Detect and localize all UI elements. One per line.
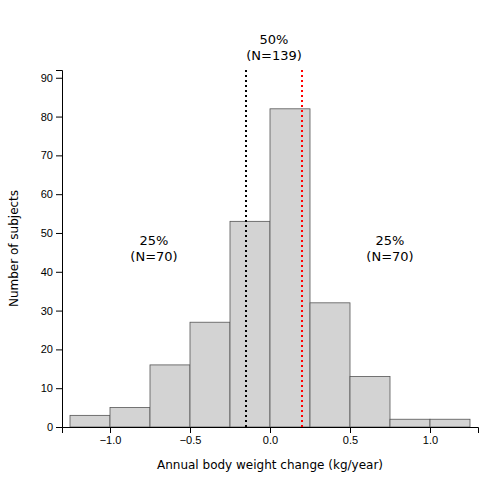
y-tick-label: 10 [41, 382, 53, 394]
x-tick-label: 1.0 [423, 434, 438, 446]
y-axis-title: Number of subjects [7, 190, 21, 307]
y-tick-label: 40 [41, 266, 53, 278]
y-tick-mark [56, 233, 62, 234]
annotation-line: 25% [376, 233, 405, 248]
annotation: 50%(N=139) [246, 32, 302, 63]
y-axis: 0 10 20 30 40 50 60 70 80 90 [41, 71, 63, 434]
y-tick-label: 50 [41, 227, 53, 239]
bar [150, 365, 190, 427]
y-tick-mark [56, 427, 62, 428]
y-tick: 40 [41, 266, 62, 278]
bar [390, 419, 430, 427]
x-tick-label: −1.0 [100, 434, 122, 446]
x-tick-mark [430, 427, 431, 433]
bar [310, 303, 350, 427]
annotation-line: 50% [260, 32, 289, 47]
chart: −1.0 −0.5 0.0 0.5 1.0 0 10 20 30 40 50 60 70 80 90 Annu… [0, 0, 500, 479]
x-tick: −1.0 [100, 427, 122, 446]
x-tick: −0.5 [180, 427, 202, 446]
x-tick: 0.0 [263, 427, 278, 446]
y-tick-label: 70 [41, 149, 53, 161]
y-tick-mark [56, 78, 62, 79]
y-tick: 0 [47, 421, 62, 433]
annotation-line: (N=70) [130, 249, 177, 264]
y-tick-label: 80 [41, 111, 53, 123]
y-tick-mark [56, 117, 62, 118]
x-tick-label: 0.5 [343, 434, 358, 446]
annotation-line: (N=139) [246, 48, 302, 63]
y-tick-label: 0 [47, 421, 53, 433]
plot: −1.0 −0.5 0.0 0.5 1.0 0 10 20 30 40 50 60 70 80 90 Annu… [7, 32, 479, 472]
y-axis-line [56, 71, 63, 428]
y-tick-mark [56, 272, 62, 273]
annotation: 25%(N=70) [130, 233, 177, 264]
y-tick-mark [56, 194, 62, 195]
y-tick: 60 [41, 188, 62, 200]
vertical-line [245, 70, 247, 427]
annotation-line: (N=70) [366, 249, 413, 264]
y-tick-label: 20 [41, 343, 53, 355]
y-tick-label: 90 [41, 72, 53, 84]
x-tick-label: −0.5 [180, 434, 202, 446]
bar [110, 408, 150, 427]
bar [70, 415, 110, 427]
annotation-line: 25% [140, 233, 169, 248]
y-tick: 70 [41, 149, 62, 161]
y-tick: 50 [41, 227, 62, 239]
y-tick-mark [56, 155, 62, 156]
y-tick-mark [56, 349, 62, 350]
x-tick: 0.5 [343, 427, 358, 446]
y-tick-label: 30 [41, 305, 53, 317]
y-tick-mark [56, 311, 62, 312]
annotation: 25%(N=70) [366, 233, 413, 264]
bar [230, 221, 270, 427]
vertical-line [301, 70, 303, 427]
x-tick-mark [270, 427, 271, 433]
y-tick: 80 [41, 111, 62, 123]
y-tick-label: 60 [41, 188, 53, 200]
bar [350, 377, 390, 427]
x-tick: 1.0 [423, 427, 438, 446]
bar [270, 109, 310, 427]
x-tick-mark [110, 427, 111, 433]
y-tick: 30 [41, 305, 62, 317]
annotations: 50%(N=139)25%(N=70)25%(N=70) [130, 32, 413, 263]
bar [190, 322, 230, 427]
y-tick: 10 [41, 382, 62, 394]
y-tick-mark [56, 388, 62, 389]
x-axis-line [63, 428, 479, 434]
y-tick: 20 [41, 343, 62, 355]
marks [70, 70, 470, 427]
x-tick-mark [350, 427, 351, 433]
x-axis-title: Annual body weight change (kg/year) [157, 458, 383, 472]
x-axis: −1.0 −0.5 0.0 0.5 1.0 [63, 427, 479, 446]
bar [430, 419, 470, 427]
x-tick-mark [190, 427, 191, 433]
x-tick-label: 0.0 [263, 434, 278, 446]
y-tick: 90 [41, 72, 62, 84]
